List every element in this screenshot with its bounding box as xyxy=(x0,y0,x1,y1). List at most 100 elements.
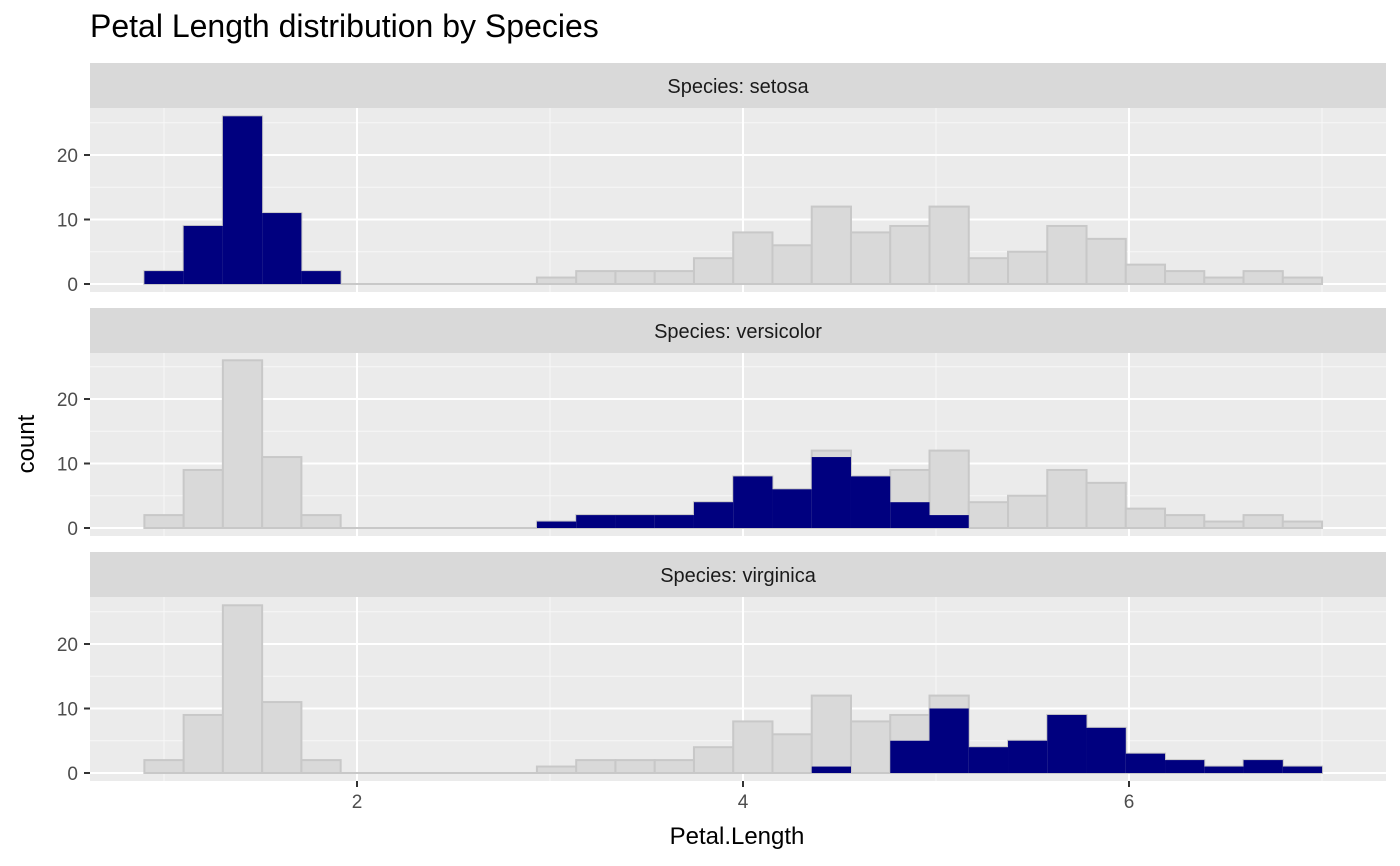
y-tick-label: 0 xyxy=(67,519,78,540)
species-bar xyxy=(301,271,341,284)
background-bar xyxy=(928,205,970,286)
background-bar xyxy=(1281,276,1324,285)
background-bar xyxy=(1203,520,1245,529)
background-bar xyxy=(1046,224,1088,285)
background-bar xyxy=(221,604,264,774)
facet-strip xyxy=(90,308,1386,353)
facet-panel: Species: setosa 0 10 20 xyxy=(57,63,1386,296)
background-bar xyxy=(300,759,342,774)
background-bar xyxy=(614,270,656,286)
background-bar xyxy=(261,701,303,774)
species-bar xyxy=(968,747,1009,773)
species-bar xyxy=(890,740,930,773)
background-bar xyxy=(535,276,578,285)
species-bar xyxy=(536,521,577,528)
background-bar xyxy=(221,359,264,529)
x-tick-label: 6 xyxy=(1124,792,1135,813)
background-bar xyxy=(692,257,735,286)
background-bar xyxy=(849,720,892,775)
facet-strip-label: Species: setosa xyxy=(667,76,809,98)
background-bar xyxy=(653,270,695,286)
background-bar xyxy=(732,231,774,285)
background-bar xyxy=(535,765,578,774)
background-bar xyxy=(967,257,1010,286)
species-bar xyxy=(1165,760,1205,773)
x-axis: 2 4 6 xyxy=(352,781,1135,813)
y-tick-label: 10 xyxy=(57,700,78,721)
species-bar xyxy=(1125,753,1166,773)
x-axis-title: Petal.Length xyxy=(670,823,805,850)
background-bar xyxy=(1007,494,1049,529)
x-tick-label: 4 xyxy=(738,792,749,813)
background-bar xyxy=(692,746,735,775)
background-bar xyxy=(182,468,224,530)
background-bar xyxy=(1124,507,1167,529)
background-bar xyxy=(614,759,656,774)
y-tick-label: 0 xyxy=(67,275,78,296)
chart-title: Petal Length distribution by Species xyxy=(90,8,599,44)
facet-strip xyxy=(90,552,1386,597)
background-bar xyxy=(1242,514,1284,529)
species-bar xyxy=(929,708,969,773)
background-bar xyxy=(143,514,185,529)
species-bar xyxy=(929,515,969,528)
background-bar xyxy=(1124,263,1167,285)
background-bar xyxy=(771,733,813,774)
background-bar xyxy=(575,270,617,286)
species-bar xyxy=(1282,766,1323,773)
background-bar xyxy=(1164,270,1206,286)
background-bar xyxy=(1046,468,1088,530)
facet-panel: Species: virginica 0 10 20 xyxy=(57,552,1386,785)
facet-strip-label: Species: versicolor xyxy=(654,321,822,343)
background-bar xyxy=(849,231,892,285)
y-tick-label: 10 xyxy=(57,211,78,232)
species-bar xyxy=(144,271,184,284)
y-tick-label: 20 xyxy=(57,146,78,167)
background-bar xyxy=(967,501,1010,530)
background-bar xyxy=(143,759,185,774)
y-tick-label: 20 xyxy=(57,390,78,411)
species-bar xyxy=(693,502,734,528)
background-bar xyxy=(1085,481,1127,530)
background-bar xyxy=(810,694,852,774)
y-tick-label: 10 xyxy=(57,455,78,476)
species-bar xyxy=(262,213,302,284)
background-bar xyxy=(261,456,303,529)
species-bar xyxy=(1047,714,1087,773)
x-tick-label: 2 xyxy=(352,792,363,813)
background-bar xyxy=(1242,270,1284,286)
species-bar xyxy=(654,515,694,528)
y-axis-title: count xyxy=(13,414,40,473)
species-bar xyxy=(811,457,851,528)
background-bar xyxy=(1281,520,1324,529)
background-bar xyxy=(771,244,813,286)
facet-panel: Species: versicolor 0 10 20 xyxy=(57,308,1386,540)
background-bar xyxy=(1007,250,1049,285)
species-bar xyxy=(615,515,655,528)
background-bar xyxy=(575,759,617,774)
background-bar xyxy=(732,720,774,775)
background-bar xyxy=(1164,514,1206,529)
background-bar xyxy=(653,759,695,774)
species-bar xyxy=(811,766,851,773)
background-bar xyxy=(182,713,224,775)
species-bar xyxy=(850,476,891,528)
background-bar xyxy=(1085,237,1127,286)
background-bar xyxy=(810,205,852,286)
species-bar xyxy=(733,476,773,528)
species-bar xyxy=(222,116,263,284)
species-bar xyxy=(183,225,223,284)
species-bar xyxy=(1204,766,1244,773)
species-bar xyxy=(772,489,812,528)
background-bar xyxy=(300,514,342,529)
species-bar xyxy=(1008,740,1048,773)
facet-strip xyxy=(90,63,1386,108)
background-bar xyxy=(1203,276,1245,285)
background-bar xyxy=(889,224,931,285)
species-bar xyxy=(1086,727,1126,773)
panels-layer: Species: setosa 0 10 20 Species: versicolor 0… xyxy=(57,63,1386,785)
species-bar xyxy=(576,515,616,528)
species-bar xyxy=(1243,760,1283,773)
y-tick-label: 0 xyxy=(67,764,78,785)
